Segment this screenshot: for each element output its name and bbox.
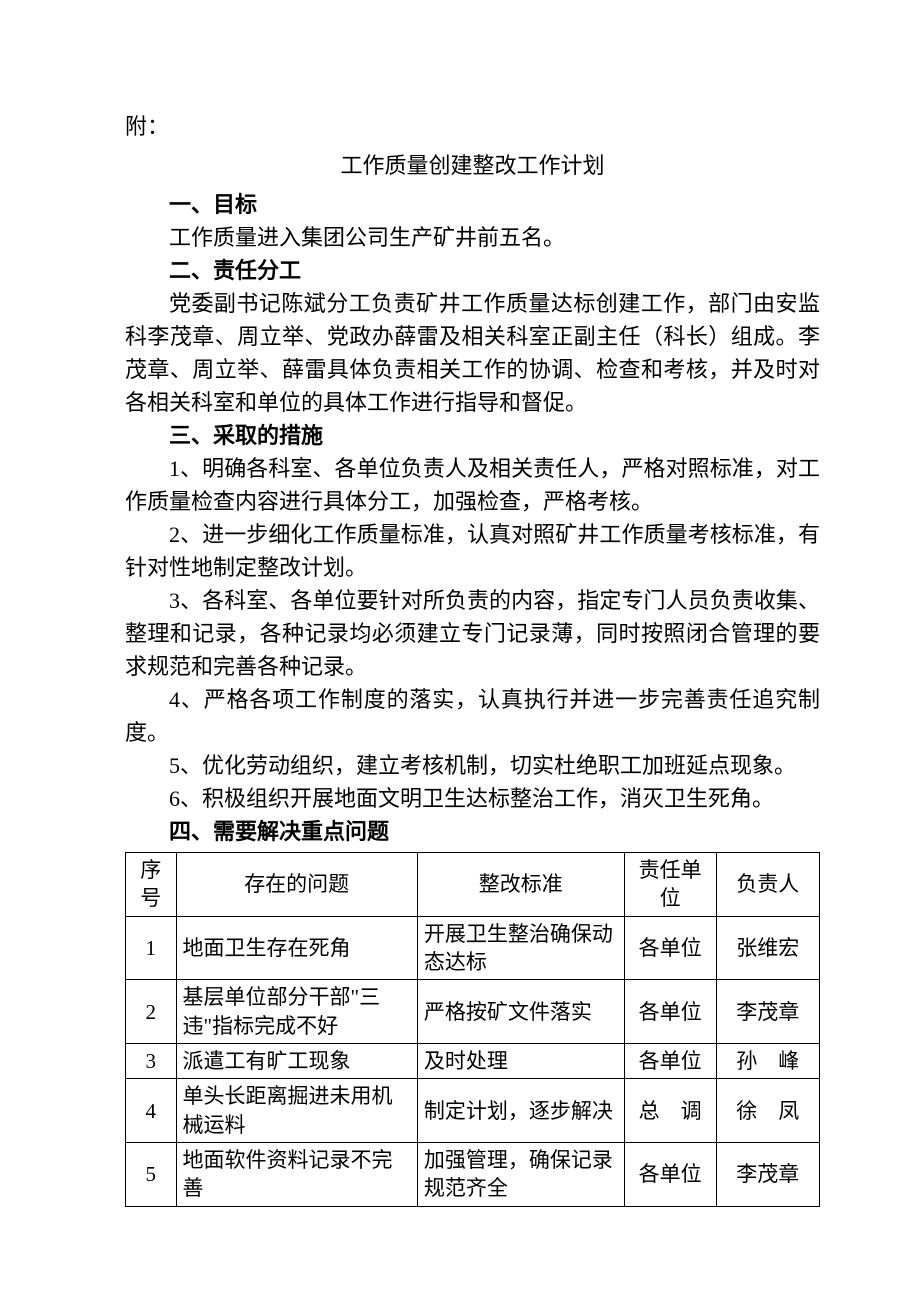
cell-seq: 2 xyxy=(126,980,177,1044)
measure-item-5: 5、优化劳动组织，建立考核机制，切实杜绝职工加班延点现象。 xyxy=(125,749,820,782)
cell-standard: 严格按矿文件落实 xyxy=(417,980,624,1044)
col-header-standard: 整改标准 xyxy=(417,853,624,917)
document-title: 工作质量创建整改工作计划 xyxy=(125,149,820,182)
table-row: 5 地面软件资料记录不完善 加强管理，确保记录规范齐全 各单位 李茂章 xyxy=(126,1143,820,1207)
measure-item-2: 2、进一步细化工作质量标准，认真对照矿井工作质量考核标准，有针对性地制定整改计划… xyxy=(125,518,820,584)
measure-item-6: 6、积极组织开展地面文明卫生达标整治工作，消灭卫生死角。 xyxy=(125,782,820,815)
measure-item-3: 3、各科室、各单位要针对所负责的内容，指定专门人员负责收集、整理和记录，各种记录… xyxy=(125,584,820,683)
cell-standard: 及时处理 xyxy=(417,1044,624,1079)
col-header-unit: 责任单位 xyxy=(624,853,716,917)
cell-seq: 4 xyxy=(126,1079,177,1143)
cell-person: 李茂章 xyxy=(716,1143,819,1207)
cell-unit: 各单位 xyxy=(624,916,716,980)
col-header-person: 负责人 xyxy=(716,853,819,917)
cell-problem: 基层单位部分干部"三违"指标完成不好 xyxy=(176,980,417,1044)
measure-item-1: 1、明确各科室、各单位负责人及相关责任人，严格对照标准，对工作质量检查内容进行具… xyxy=(125,452,820,518)
table-row: 3 派遣工有旷工现象 及时处理 各单位 孙 峰 xyxy=(126,1044,820,1079)
cell-problem: 地面卫生存在死角 xyxy=(176,916,417,980)
cell-problem: 地面软件资料记录不完善 xyxy=(176,1143,417,1207)
measure-item-4: 4、严格各项工作制度的落实，认真执行并进一步完善责任追究制度。 xyxy=(125,683,820,749)
cell-standard: 开展卫生整治确保动态达标 xyxy=(417,916,624,980)
section-2-heading: 二、责任分工 xyxy=(125,254,820,287)
section-1-paragraph: 工作质量进入集团公司生产矿井前五名。 xyxy=(125,221,820,254)
col-header-problem: 存在的问题 xyxy=(176,853,417,917)
cell-standard: 制定计划，逐步解决 xyxy=(417,1079,624,1143)
table-row: 1 地面卫生存在死角 开展卫生整治确保动态达标 各单位 张维宏 xyxy=(126,916,820,980)
cell-unit: 各单位 xyxy=(624,1143,716,1207)
cell-unit: 总 调 xyxy=(624,1079,716,1143)
cell-problem: 派遣工有旷工现象 xyxy=(176,1044,417,1079)
table-row: 2 基层单位部分干部"三违"指标完成不好 严格按矿文件落实 各单位 李茂章 xyxy=(126,980,820,1044)
col-header-seq: 序号 xyxy=(126,853,177,917)
table-header-row: 序号 存在的问题 整改标准 责任单位 负责人 xyxy=(126,853,820,917)
cell-seq: 1 xyxy=(126,916,177,980)
cell-problem: 单头长距离掘进未用机械运料 xyxy=(176,1079,417,1143)
cell-person: 孙 峰 xyxy=(716,1044,819,1079)
cell-person: 徐 凤 xyxy=(716,1079,819,1143)
cell-standard: 加强管理，确保记录规范齐全 xyxy=(417,1143,624,1207)
table-row: 4 单头长距离掘进未用机械运料 制定计划，逐步解决 总 调 徐 凤 xyxy=(126,1079,820,1143)
section-4-heading: 四、需要解决重点问题 xyxy=(125,815,820,848)
cell-unit: 各单位 xyxy=(624,1044,716,1079)
section-2-paragraph: 党委副书记陈斌分工负责矿井工作质量达标创建工作，部门由安监科李茂章、周立举、党政… xyxy=(125,287,820,419)
cell-person: 张维宏 xyxy=(716,916,819,980)
cell-unit: 各单位 xyxy=(624,980,716,1044)
problems-table: 序号 存在的问题 整改标准 责任单位 负责人 1 地面卫生存在死角 开展卫生整治… xyxy=(125,852,820,1207)
attachment-label: 附： xyxy=(125,110,820,143)
section-1-heading: 一、目标 xyxy=(125,188,820,221)
cell-seq: 5 xyxy=(126,1143,177,1207)
cell-person: 李茂章 xyxy=(716,980,819,1044)
cell-seq: 3 xyxy=(126,1044,177,1079)
section-3-heading: 三、采取的措施 xyxy=(125,419,820,452)
